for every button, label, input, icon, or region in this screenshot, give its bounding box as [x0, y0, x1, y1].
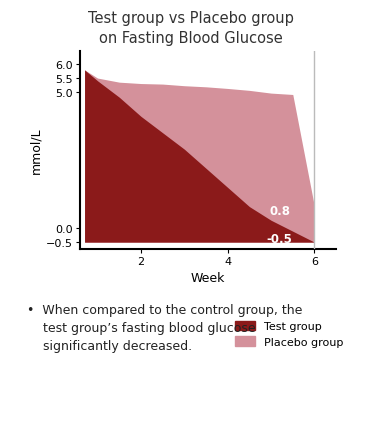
Text: -0.5: -0.5 — [267, 232, 293, 245]
Y-axis label: mmol/L: mmol/L — [29, 127, 42, 174]
Text: Test group vs Placebo group
on Fasting Blood Glucose: Test group vs Placebo group on Fasting B… — [88, 11, 294, 46]
Text: 0.8: 0.8 — [269, 205, 290, 218]
Text: •  When compared to the control group, the
    test group’s fasting blood glucos: • When compared to the control group, th… — [27, 303, 302, 352]
X-axis label: Week: Week — [191, 272, 225, 285]
Legend: Test group, Placebo group: Test group, Placebo group — [235, 321, 343, 347]
